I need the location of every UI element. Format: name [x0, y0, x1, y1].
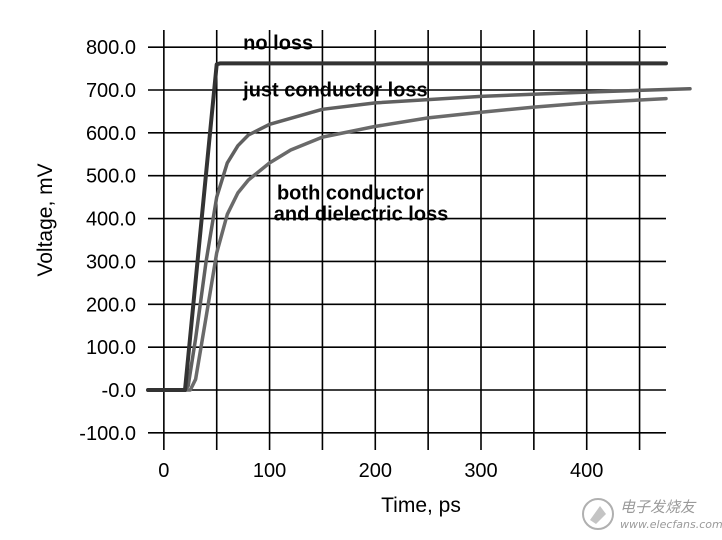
watermark-subtext: www.elecfans.com: [620, 518, 722, 531]
annotation-label: and dielectric loss: [274, 204, 449, 226]
x-tick-label: 300: [464, 460, 497, 482]
x-tick-label: 400: [570, 460, 603, 482]
series-line-1: [146, 86, 692, 392]
y-tick-label: -100.0: [79, 423, 136, 445]
y-tick-label: 600.0: [86, 123, 136, 145]
annotation-label: no loss: [243, 32, 313, 54]
annotations: no loss just conductor loss both conductor…: [242, 32, 448, 225]
x-axis-tick-labels: 0 100 200 300 400: [158, 460, 603, 482]
watermark-logo-mark: [590, 506, 606, 524]
series-line-0: [146, 61, 668, 392]
series-line-2: [146, 96, 668, 392]
annotation-label: just conductor loss: [242, 79, 427, 101]
y-tick-label: 400.0: [86, 209, 136, 231]
y-tick-label: 100.0: [86, 337, 136, 359]
y-tick-label: 500.0: [86, 166, 136, 188]
y-tick-label: -0.0: [102, 380, 136, 402]
y-tick-label: 700.0: [86, 80, 136, 102]
watermark-logo-icon: [582, 498, 614, 530]
watermark-text: 电子发烧友: [620, 498, 697, 516]
y-axis-label: Voltage, mV: [34, 163, 57, 276]
y-tick-label: 800.0: [86, 37, 136, 59]
series-layer: [146, 61, 692, 392]
annotation-label: both conductor: [277, 182, 424, 204]
x-axis-label: Time, ps: [381, 494, 461, 517]
y-tick-label: 200.0: [86, 294, 136, 316]
grid: [148, 30, 666, 450]
y-axis-tick-labels: 800.0 700.0 600.0 500.0 400.0 300.0 200.0 100.0…: [79, 37, 136, 445]
watermark: 电子发烧友 www.elecfans.com: [582, 498, 722, 531]
x-tick-label: 0: [158, 460, 169, 482]
y-tick-label: 300.0: [86, 251, 136, 273]
x-tick-label: 100: [253, 460, 286, 482]
x-tick-label: 200: [359, 460, 392, 482]
